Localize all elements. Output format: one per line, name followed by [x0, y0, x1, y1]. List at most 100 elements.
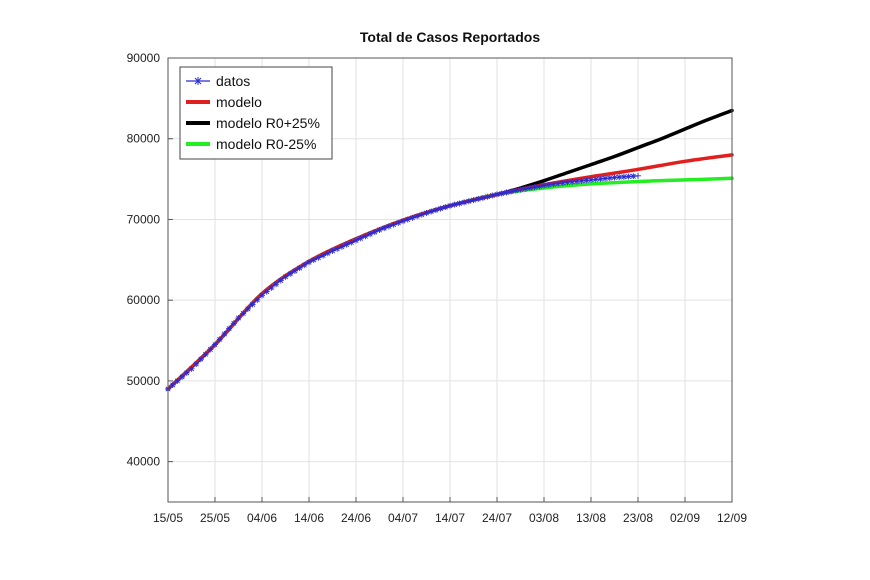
x-tick-label: 25/05	[200, 511, 230, 525]
series-datos-point	[555, 180, 562, 187]
y-tick-label: 50000	[127, 374, 161, 388]
series-datos-point	[451, 201, 458, 208]
y-tick-label: 80000	[127, 132, 161, 146]
x-tick-label: 04/06	[247, 511, 277, 525]
series-datos-point	[390, 221, 397, 228]
series-datos-point	[522, 185, 529, 192]
x-tick-label: 04/07	[388, 511, 418, 525]
x-tick-label: 24/07	[482, 511, 512, 525]
series-datos-point	[550, 181, 557, 188]
x-tick-label: 23/08	[623, 511, 653, 525]
series-datos-point	[259, 292, 265, 299]
series-datos-point	[282, 273, 289, 280]
series-datos-point	[301, 262, 308, 269]
series-datos-point	[188, 365, 195, 372]
legend-label: modelo R0+25%	[216, 115, 320, 131]
series-datos-point	[602, 175, 609, 182]
x-tick-label: 24/06	[341, 511, 371, 525]
series-datos-point	[461, 199, 468, 206]
series-datos-point	[512, 187, 519, 194]
series-datos-point	[179, 373, 186, 380]
chart-title: Total de Casos Reportados	[360, 29, 540, 45]
series-datos-point	[287, 270, 294, 277]
series-datos-point	[338, 243, 345, 250]
series-datos-point	[564, 179, 571, 186]
series-datos-point	[268, 284, 275, 291]
series-datos-point	[494, 191, 500, 198]
series-datos-point	[395, 219, 402, 226]
series-datos-point	[404, 216, 411, 223]
legend-marker	[194, 77, 202, 85]
series-datos-point	[630, 173, 637, 180]
x-tick-label: 12/09	[717, 511, 747, 525]
y-tick-label: 90000	[127, 51, 161, 65]
legend-item: modelo R0+25%	[186, 115, 320, 131]
series-datos-point	[423, 209, 430, 216]
series-datos-point	[418, 211, 425, 218]
series-datos-point	[456, 200, 463, 207]
series-datos-point	[409, 214, 416, 221]
legend-label: modelo	[216, 94, 262, 110]
y-tick-label: 60000	[127, 293, 161, 307]
x-tick-label: 14/07	[435, 511, 465, 525]
series-layer	[165, 108, 734, 392]
series-datos-point	[291, 267, 298, 274]
series-datos-point	[202, 351, 209, 358]
legend-label: datos	[216, 73, 250, 89]
x-tick-label: 13/08	[576, 511, 606, 525]
series-datos-point	[343, 241, 350, 248]
series-datos-point	[197, 356, 204, 363]
series-datos-point	[367, 231, 374, 238]
series-datos-point	[583, 177, 590, 184]
series-datos-point	[324, 250, 331, 257]
series-datos-point	[536, 183, 543, 190]
legend: datos modelo modelo R0+25% modelo R0-25%	[179, 66, 333, 160]
series-datos-point	[635, 172, 641, 179]
x-tick-label: 14/06	[294, 511, 324, 525]
legend-item: modelo R0-25%	[186, 136, 316, 152]
series-datos-point	[588, 176, 594, 183]
series-datos-point	[169, 381, 176, 388]
series-datos-point	[174, 377, 181, 384]
legend-item: modelo	[186, 94, 262, 110]
series-datos-point	[616, 174, 623, 181]
series-datos-point	[442, 204, 449, 211]
series-datos-point	[362, 233, 369, 240]
series-datos-point	[414, 213, 421, 220]
series-datos-point	[371, 229, 378, 236]
series-datos-point	[573, 178, 580, 185]
series-datos-point	[620, 173, 627, 180]
series-datos-point	[578, 177, 585, 184]
series-datos-point	[606, 174, 613, 181]
series-datos-point	[226, 325, 233, 332]
series-datos-point	[479, 194, 486, 201]
series-datos-point	[254, 296, 261, 303]
series-datos-point	[559, 179, 566, 186]
series-datos-point	[531, 184, 538, 191]
series-datos-point	[428, 208, 435, 215]
series-datos-point	[277, 277, 284, 284]
series-datos-point	[447, 202, 453, 209]
series-datos-point	[306, 259, 312, 266]
series-datos-point	[381, 225, 388, 232]
series-datos-point	[541, 182, 547, 189]
series-datos-point	[400, 218, 406, 225]
series-datos-point	[353, 237, 359, 244]
series-datos-point	[296, 265, 303, 272]
series-datos-point	[263, 288, 270, 295]
x-tick-label: 02/09	[670, 511, 700, 525]
series-datos-point	[235, 314, 242, 321]
series-datos-point	[597, 175, 604, 182]
series-datos-point	[348, 239, 355, 246]
series-datos-point	[240, 310, 247, 317]
series-datos-point	[625, 173, 632, 180]
series-datos-point	[315, 254, 322, 261]
series-datos-point	[334, 245, 341, 252]
series-datos-point	[569, 178, 576, 185]
series-datos-point	[193, 360, 200, 367]
series-datos-point	[216, 336, 223, 343]
series-datos-point	[212, 341, 218, 348]
series-datos-point	[465, 198, 472, 205]
